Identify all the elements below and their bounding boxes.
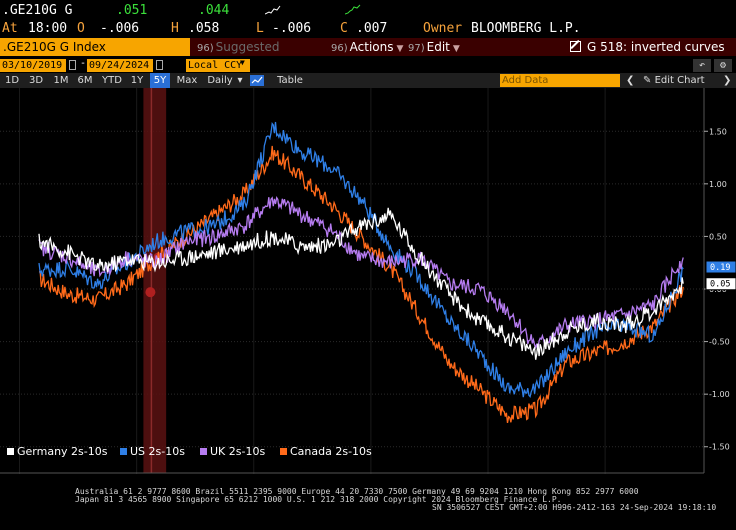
sparkline-up-icon — [265, 5, 281, 15]
event-marker — [145, 287, 156, 298]
last-value-tag-box — [705, 277, 736, 291]
range-5y-button[interactable]: 5Y — [150, 73, 170, 88]
close-value: .007 — [356, 21, 388, 36]
y-tick-label: 1.50 — [709, 127, 727, 136]
page-title: G 518: inverted curves — [587, 40, 725, 54]
undo-icon[interactable]: ↶ — [693, 59, 711, 72]
collapse-left-icon[interactable]: ❮ — [626, 75, 635, 86]
legend-item: Germany 2s-10s — [7, 445, 108, 458]
edit-chart-button[interactable]: ✎ Edit Chart — [643, 73, 705, 88]
ticker-security: .GE210G G — [2, 3, 73, 18]
end-date-input[interactable]: 09/24/2024 — [87, 59, 153, 72]
frequency-select[interactable]: Daily — [207, 75, 233, 86]
ticker-last: .051 — [116, 3, 148, 18]
expand-right-icon[interactable]: ❯ — [723, 75, 732, 86]
legend-swatch — [120, 448, 127, 455]
command-bar: .GE210G G Index 96)Suggested Charts▼ 96)… — [0, 38, 736, 74]
start-date-input[interactable]: 03/10/2019 — [0, 59, 66, 72]
legend-swatch — [7, 448, 14, 455]
last-value-tag: 0.05 — [705, 277, 736, 291]
line-chart-icon — [250, 75, 264, 86]
last-value-tag: 0.19 — [705, 260, 736, 274]
table-button[interactable]: Table — [277, 75, 303, 86]
legend-item: Canada 2s-10s — [280, 445, 372, 458]
chevron-down-icon: ▼ — [396, 44, 404, 54]
range-3d-button[interactable]: 3D — [28, 75, 44, 86]
security-field[interactable]: .GE210G G Index — [0, 38, 190, 56]
chevron-down-icon: ▾ — [237, 75, 243, 86]
series-line-uk — [38, 195, 684, 350]
chevron-down-icon: ▼ — [452, 44, 460, 54]
range-6m-button[interactable]: 6M — [77, 75, 93, 86]
low-value: -.006 — [272, 21, 312, 36]
range-1m-button[interactable]: 1M — [53, 75, 69, 86]
y-tick-label: 1.00 — [709, 180, 727, 189]
series-line-canada — [38, 145, 684, 424]
edit-chart-label: Edit Chart — [654, 75, 705, 86]
close-label: C — [340, 21, 348, 36]
open-label: O — [77, 21, 85, 36]
low-label: L — [256, 21, 264, 36]
pencil-icon: ✎ — [643, 75, 652, 86]
range-1y-button[interactable]: 1Y — [130, 75, 144, 86]
range-1d-button[interactable]: 1D — [4, 75, 20, 86]
high-label: H — [171, 21, 179, 36]
actions-number: 96) — [331, 43, 348, 54]
suggested-charts-menu[interactable]: 96)Suggested Charts▼ — [193, 38, 325, 74]
date-separator: - — [80, 58, 87, 69]
legend-label: Germany 2s-10s — [17, 445, 108, 458]
chart-svg: 1.501.000.500.00-0.50-1.00-1.50 20192020… — [0, 88, 736, 474]
owner-label: Owner — [423, 21, 463, 36]
y-tick-label: -1.00 — [709, 390, 730, 399]
series-line-us — [38, 121, 684, 398]
owner-value: BLOOMBERG L.P. — [471, 21, 581, 36]
footer-line-1: Australia 61 2 9777 8600 Brazil 5511 239… — [75, 487, 639, 496]
y-tick-label: 0.50 — [709, 232, 727, 241]
last-value-tag-box — [705, 260, 736, 274]
legend-label: Canada 2s-10s — [290, 445, 372, 458]
ticker-strip: .GE210G G .051 .044 At 18:00 O -.006 H .… — [0, 0, 736, 38]
legend-swatch — [200, 448, 207, 455]
chevron-down-icon: ▼ — [240, 58, 245, 67]
edit-label: Edit — [426, 40, 450, 54]
range-toolbar: 1D 3D 1M 6M YTD 1Y 5Y Max Daily ▾ Table … — [0, 73, 736, 88]
footer-contacts: Australia 61 2 9777 8600 Brazil 5511 239… — [0, 486, 736, 530]
sparkline-intraday-icon — [345, 4, 361, 15]
calendar-icon[interactable] — [156, 60, 163, 70]
high-value: .058 — [188, 21, 220, 36]
last-value-tag-text: 0.19 — [710, 263, 730, 273]
gear-icon[interactable]: ⚙ — [714, 59, 732, 72]
series-line-germany — [38, 207, 684, 360]
at-label: At — [2, 21, 18, 36]
last-value-tag-text: 0.05 — [710, 280, 730, 290]
date-settings-row: 03/10/2019 - 09/24/2024 Local CCY ▼ ↶ ⚙ — [0, 58, 736, 73]
legend-item: US 2s-10s — [120, 445, 185, 458]
y-tick-label: -1.50 — [709, 443, 730, 452]
ticker-time: 18:00 — [28, 21, 68, 36]
edit-menu[interactable]: 97) Edit ▼ — [404, 38, 462, 56]
legend-swatch — [280, 448, 287, 455]
footer-line-3: SN 3506527 CEST GMT+2:00 H996-2412-163 2… — [432, 503, 717, 512]
open-value: -.006 — [100, 21, 140, 36]
legend-item: UK 2s-10s — [200, 445, 265, 458]
add-data-input[interactable]: Add Data — [500, 74, 620, 87]
calendar-icon[interactable] — [69, 60, 76, 70]
pencil-icon — [570, 41, 581, 52]
suggested-charts-number: 96) — [197, 43, 214, 54]
actions-menu[interactable]: 96) Actions ▼ — [327, 38, 404, 56]
actions-label: Actions — [349, 40, 394, 54]
y-tick-label: -0.50 — [709, 338, 730, 347]
legend-label: US 2s-10s — [130, 445, 185, 458]
range-max-button[interactable]: Max — [176, 75, 198, 86]
footer-line-2: Japan 81 3 4565 8900 Singapore 65 6212 1… — [75, 495, 562, 504]
range-ytd-button[interactable]: YTD — [102, 75, 122, 86]
edit-number: 97) — [408, 43, 425, 54]
legend-label: UK 2s-10s — [210, 445, 265, 458]
page-title-button[interactable]: G 518: inverted curves — [566, 38, 736, 56]
ticker-change: .044 — [198, 3, 230, 18]
recession-shading — [143, 88, 167, 473]
chart-type-button[interactable] — [248, 73, 266, 88]
currency-select[interactable]: Local CCY — [186, 59, 250, 72]
line-chart-area: 1.501.000.500.00-0.50-1.00-1.50 20192020… — [0, 88, 736, 474]
